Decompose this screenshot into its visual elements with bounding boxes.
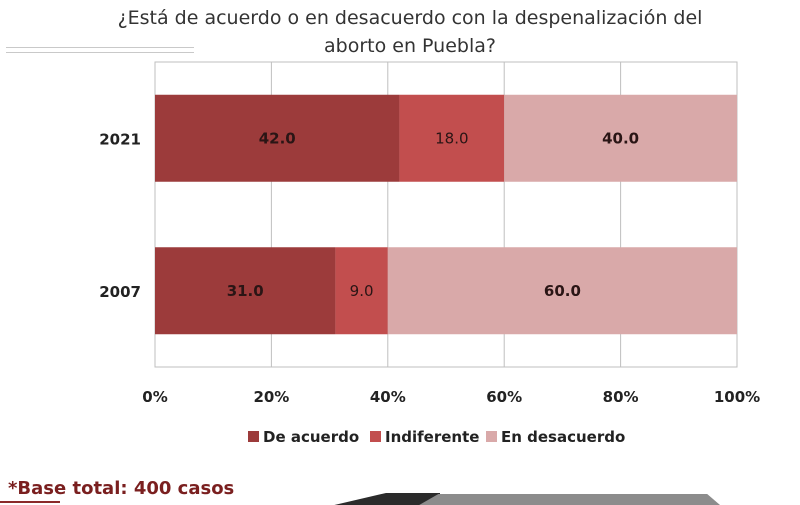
legend-swatch — [370, 431, 381, 442]
data-label: 31.0 — [227, 282, 264, 300]
y-category-label: 2007 — [99, 283, 141, 301]
x-tick-label: 20% — [253, 388, 289, 406]
legend-label: De acuerdo — [263, 428, 359, 446]
decorative-rule — [6, 47, 194, 48]
legend-swatch — [248, 431, 259, 442]
x-tick-label: 80% — [603, 388, 639, 406]
bar-segment — [155, 247, 336, 335]
data-label: 40.0 — [602, 129, 639, 147]
bar-segment — [387, 247, 737, 335]
x-tick-label: 40% — [370, 388, 406, 406]
chart-title: ¿Está de acuerdo o en desacuerdo con la … — [80, 4, 740, 60]
bar-segment — [399, 94, 505, 182]
legend-label: En desacuerdo — [501, 428, 625, 446]
footer-decoration-dark — [334, 493, 440, 505]
chart-title-line-1: ¿Está de acuerdo o en desacuerdo con la … — [117, 7, 703, 29]
data-label: 42.0 — [259, 129, 296, 147]
legend-label: Indiferente — [385, 428, 479, 446]
decorative-rule — [6, 52, 194, 53]
stacked-bar-chart: 0% 20% 40% 60% 80% 100% 42.0 18.0 40.0 2021 31.0 9.… — [99, 61, 760, 446]
legend-swatch — [486, 431, 497, 442]
footnote: *Base total: 400 casos — [8, 478, 235, 499]
bar-segment — [155, 94, 400, 182]
data-label: 18.0 — [435, 129, 468, 147]
data-label: 60.0 — [544, 282, 581, 300]
x-tick-label: 100% — [714, 388, 760, 406]
chart-title-line-2: aborto en Puebla? — [324, 35, 496, 57]
y-category-label: 2021 — [99, 130, 141, 148]
footer-decoration-grey — [419, 494, 720, 505]
x-tick-label: 60% — [486, 388, 522, 406]
bar-segment — [504, 94, 737, 182]
data-label: 9.0 — [350, 282, 374, 300]
x-tick-label: 0% — [142, 388, 167, 406]
bar-segment — [335, 247, 388, 335]
footer-rule — [0, 501, 60, 503]
